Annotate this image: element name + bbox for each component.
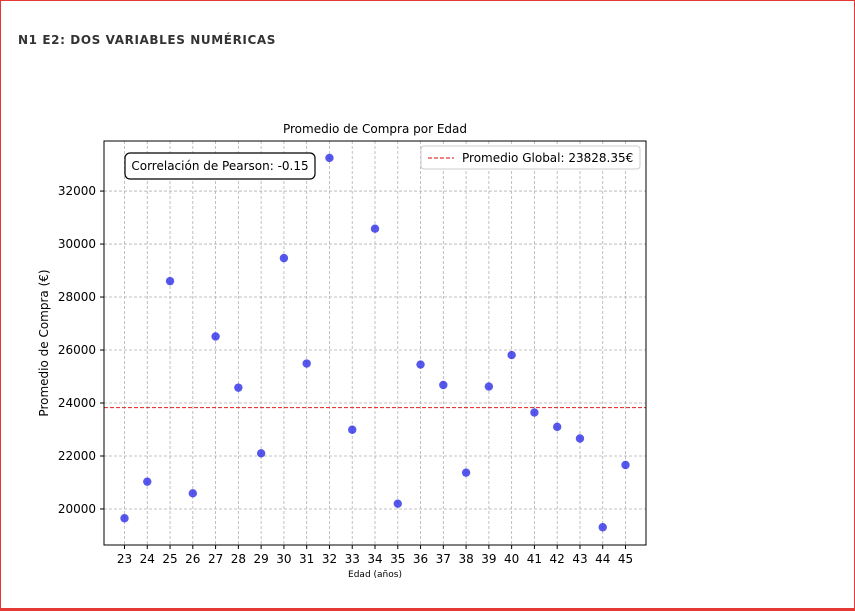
x-tick-label: 30 [276,552,291,566]
y-axis-label: Promedio de Compra (€) [37,269,51,416]
x-tick-label: 27 [208,552,223,566]
page-frame-bottom-edge [0,608,855,611]
data-point [143,477,152,486]
data-point [211,332,220,341]
x-tick-label: 37 [436,552,451,566]
data-point [234,383,243,392]
y-tick-label: 32000 [58,184,96,198]
chart-legend: Promedio Global: 23828.35€ [420,145,641,170]
data-point [120,514,129,523]
x-tick-label: 39 [481,552,496,566]
x-tick-label: 25 [162,552,177,566]
data-point [325,153,334,163]
data-point [621,460,630,470]
pearson-annotation: Correlación de Pearson: -0.15 [124,152,316,180]
data-point [530,408,539,417]
data-point [370,224,380,233]
x-axis-ticks: 23 24 25 26 27 28 29 30 31 32 33 34 35 36 37 38 39 40 41 42… [117,545,633,566]
legend-label: Promedio Global: 23828.35€ [462,151,633,165]
y-tick-label: 28000 [58,290,96,304]
annotation-text: Correlación de Pearson: -0.15 [131,159,308,173]
page-heading: N1 E2: DOS VARIABLES NUMÉRICAS [18,33,277,47]
y-tick-label: 20000 [58,502,96,516]
x-tick-label: 40 [504,552,519,566]
x-tick-label: 23 [117,552,132,566]
x-tick-label: 41 [527,552,542,566]
x-tick-label: 42 [550,552,565,566]
data-point [507,350,516,360]
data-point [165,276,175,286]
y-axis-ticks: 20000 22000 24000 26000 28000 30000 32000 [58,184,104,516]
x-tick-label: 26 [185,552,200,566]
x-tick-label: 35 [390,552,405,566]
x-tick-label: 33 [345,552,360,566]
x-tick-label: 34 [367,552,382,566]
y-tick-label: 26000 [58,343,96,357]
data-point [552,422,562,432]
y-tick-label: 22000 [58,449,96,463]
data-point [416,360,425,369]
x-tick-label: 29 [253,552,268,566]
x-tick-label: 45 [618,552,633,566]
annotation-box-frame [124,152,316,180]
data-point [348,425,357,434]
data-point [188,489,198,498]
x-tick-label: 28 [231,552,246,566]
x-tick-label: 31 [299,552,314,566]
x-tick-label: 32 [322,552,337,566]
x-tick-label: 44 [595,552,610,566]
data-point [256,449,266,458]
y-tick-label: 30000 [58,237,96,251]
x-tick-label: 36 [413,552,428,566]
data-point [393,499,402,508]
y-tick-label: 24000 [58,396,96,410]
data-point [279,253,289,263]
x-tick-label: 24 [140,552,155,566]
x-tick-label: 43 [572,552,587,566]
grid-lines [104,141,646,545]
data-point [439,380,448,390]
x-tick-label: 38 [458,552,473,566]
data-point [461,468,471,477]
data-point [598,523,607,532]
data-points [120,153,630,532]
data-point [484,382,494,391]
data-point [575,434,585,443]
x-axis-label: Edad (años) [348,570,402,580]
data-point [302,359,311,368]
legend-frame [420,145,641,170]
chart-title: Promedio de Compra por Edad [283,122,467,136]
